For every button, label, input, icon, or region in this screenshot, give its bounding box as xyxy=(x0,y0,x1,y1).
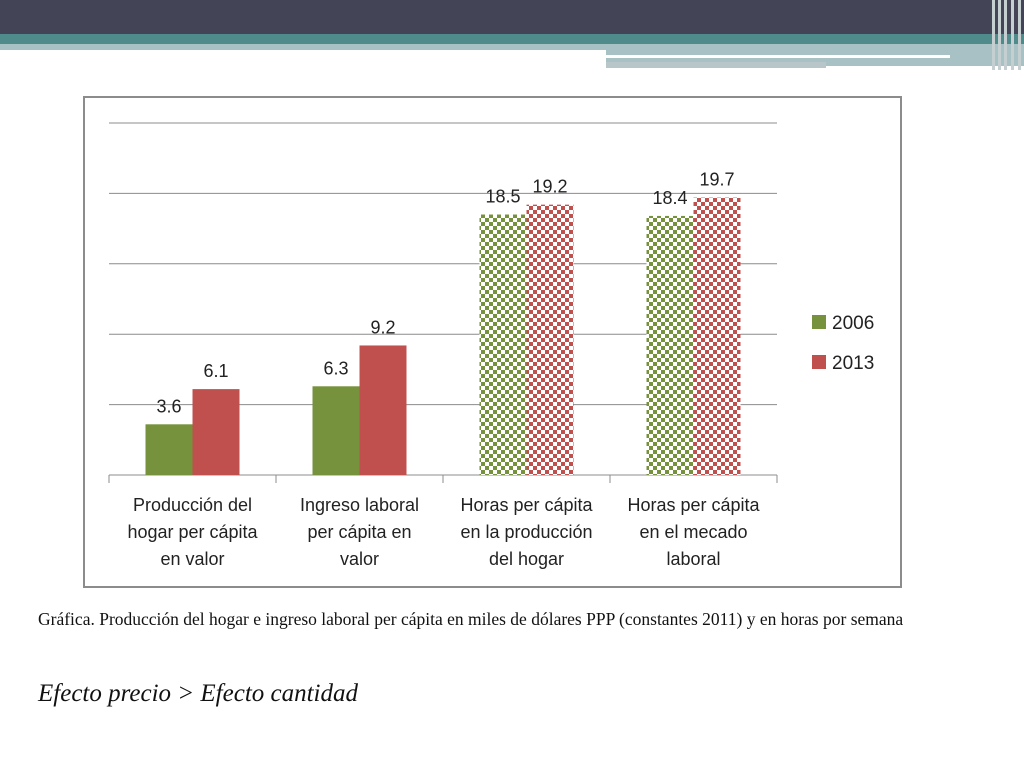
data-label: 18.4 xyxy=(652,188,687,208)
category-label: Horas per cápita xyxy=(460,495,593,515)
data-label: 19.2 xyxy=(532,177,567,197)
legend-swatch-2006 xyxy=(812,315,826,329)
legend-label-2006: 2006 xyxy=(832,313,874,334)
data-label: 18.5 xyxy=(485,187,520,207)
category-label: en el mecado xyxy=(639,522,747,542)
legend-label-2013: 2013 xyxy=(832,353,874,374)
bar-2013-4 xyxy=(693,197,741,475)
header-band-white-line xyxy=(606,55,950,58)
chart-caption: Gráfica. Producción del hogar e ingreso … xyxy=(38,609,904,629)
bar-2006-3 xyxy=(479,214,527,475)
data-label: 6.3 xyxy=(323,358,348,378)
data-label: 6.1 xyxy=(203,361,228,381)
bar-chart: 3.6 6.1 6.3 9.2 18.5 19.2 18.4 19.7 Producción … xyxy=(108,122,874,569)
data-label: 19.7 xyxy=(699,170,734,190)
category-label: per cápita en xyxy=(307,522,411,542)
bar-2006-4 xyxy=(646,215,694,475)
header-band-dark xyxy=(0,0,1024,34)
category-label: valor xyxy=(340,549,379,569)
conclusion-text: Efecto precio > Efecto cantidad xyxy=(38,680,359,707)
category-label: hogar per cápita xyxy=(127,522,258,542)
category-label: del hogar xyxy=(489,549,564,569)
category-label: Producción del xyxy=(133,495,252,515)
bar-2013-3 xyxy=(526,204,574,475)
header-band-gray-line xyxy=(606,62,826,68)
category-label: en valor xyxy=(160,549,224,569)
header-band-teal xyxy=(0,34,1024,44)
legend-swatch-2013 xyxy=(812,355,826,369)
bar-2006-2 xyxy=(312,386,360,475)
category-label: Ingreso laboral xyxy=(300,495,419,515)
data-label: 3.6 xyxy=(156,396,181,416)
chart-frame: 3.6 6.1 6.3 9.2 18.5 19.2 18.4 19.7 Producción … xyxy=(83,96,902,588)
data-label: 9.2 xyxy=(370,317,395,337)
category-label: Horas per cápita xyxy=(627,495,760,515)
category-label: en la producción xyxy=(460,522,592,542)
header-band-light xyxy=(0,44,606,50)
bar-2013-2 xyxy=(359,345,407,475)
bar-2013-1 xyxy=(192,389,240,475)
bar-2006-1 xyxy=(145,424,193,475)
category-label: laboral xyxy=(666,549,720,569)
header-vertical-lines xyxy=(990,0,1024,70)
